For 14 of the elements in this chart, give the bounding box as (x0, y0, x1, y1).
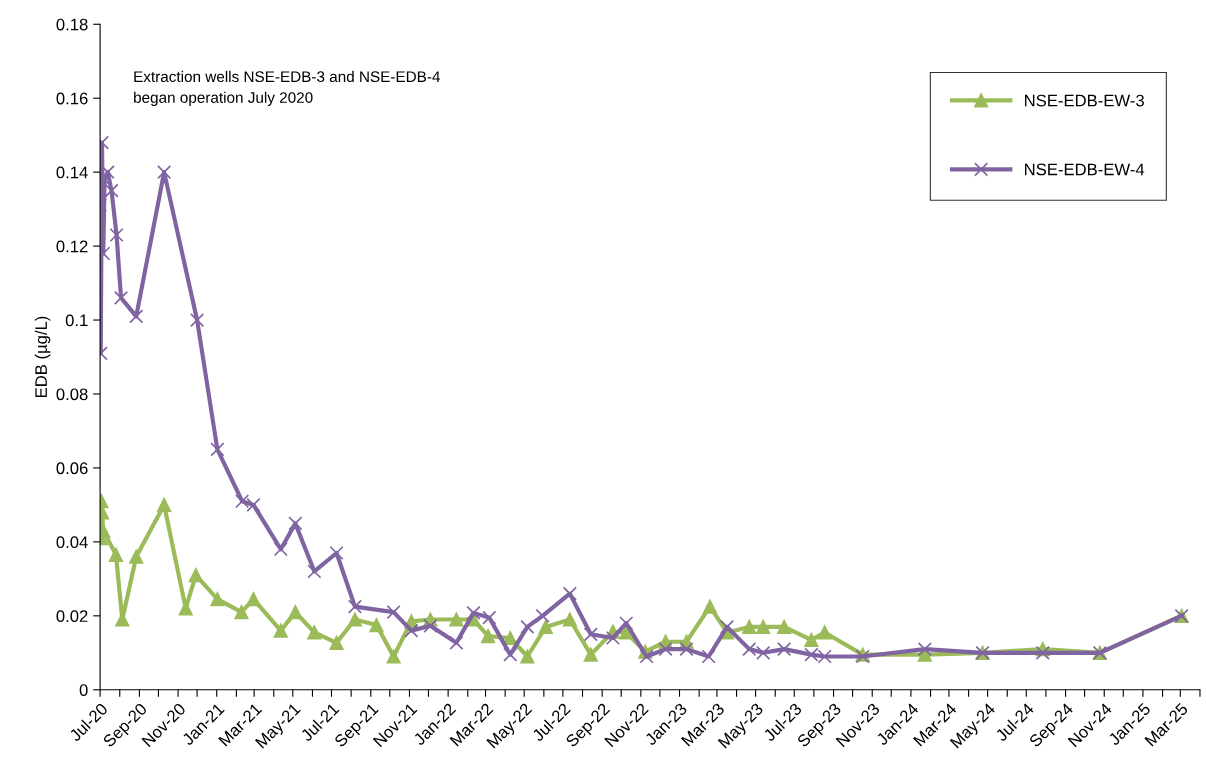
y-axis-title: EDB (µg/L) (34, 316, 51, 398)
y-tick-label: 0.04 (56, 536, 88, 549)
y-tick-label: 0.08 (56, 388, 88, 401)
y-tick-label: 0.14 (56, 166, 88, 179)
legend-label: NSE-EDB-EW-4 (1025, 163, 1145, 176)
y-tick-label: 0.02 (56, 610, 88, 623)
legend-label: NSE-EDB-EW-3 (1025, 94, 1144, 107)
y-tick-label: 0.1 (65, 314, 88, 327)
y-tick-label: 0.18 (56, 18, 88, 31)
y-tick-label: 0.06 (56, 462, 88, 475)
y-tick-label: 0.12 (56, 240, 88, 253)
y-tick-label: 0 (79, 684, 88, 696)
annotation: Extraction wells NSE-EDB-3 and NSE-EDB-4 began operation July 2020 (134, 70, 440, 106)
y-tick-label: 0.16 (56, 92, 88, 105)
